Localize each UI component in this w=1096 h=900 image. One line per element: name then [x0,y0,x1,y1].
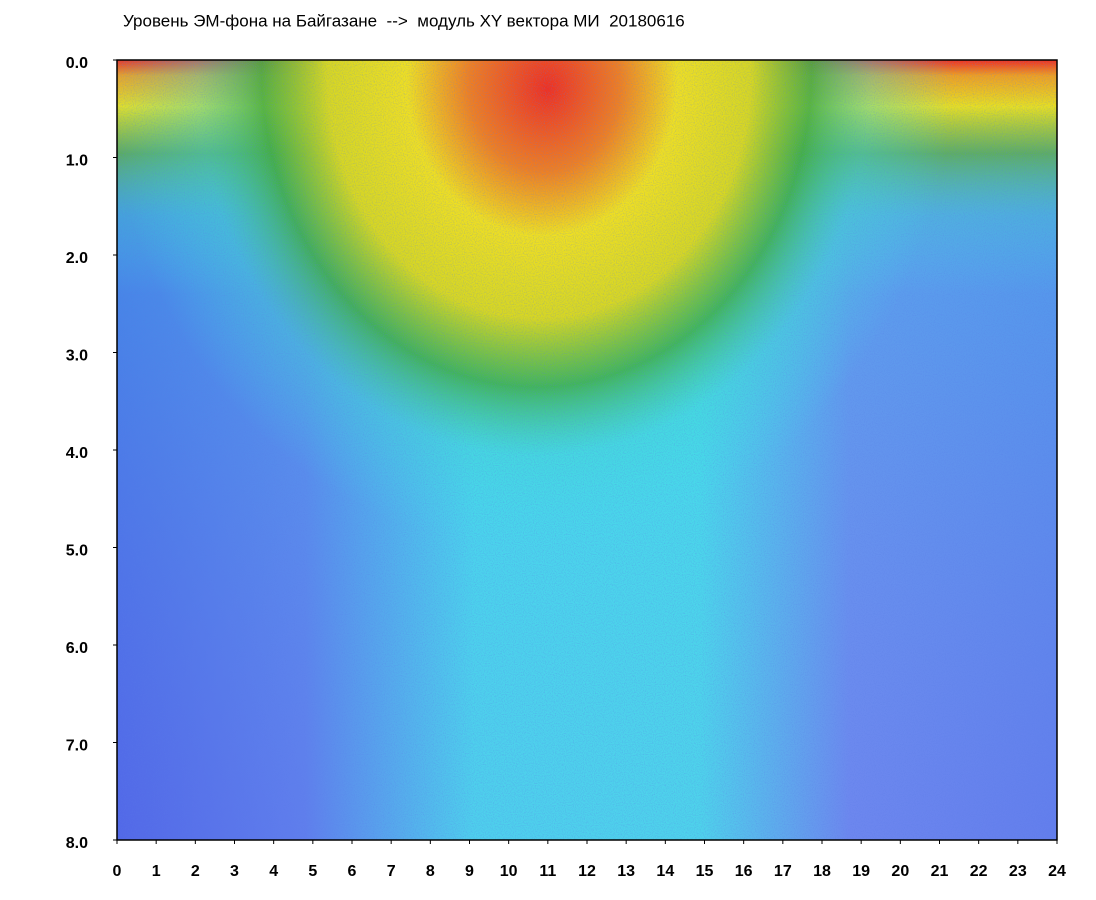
y-tick-label: 4.0 [66,445,88,462]
x-tick-label: 14 [656,863,674,880]
y-tick-label: 3.0 [66,348,88,365]
x-tick-label: 6 [348,863,357,880]
x-tick-label: 15 [696,863,714,880]
y-tick-label: 0.0 [66,55,88,72]
x-tick-label: 23 [1009,863,1027,880]
y-tick-label: 7.0 [66,738,88,755]
x-tick-label: 24 [1048,863,1066,880]
x-tick-label: 19 [852,863,870,880]
x-tick-label: 4 [269,863,278,880]
x-tick-label: 2 [191,863,200,880]
y-tick-label: 8.0 [66,835,88,852]
x-tick-label: 5 [308,863,317,880]
x-tick-label: 13 [617,863,635,880]
x-tick-label: 16 [735,863,753,880]
x-tick-label: 17 [774,863,792,880]
x-tick-label: 11 [539,863,556,880]
x-tick-label: 22 [970,863,988,880]
x-tick-label: 9 [465,863,474,880]
x-tick-label: 3 [230,863,239,880]
y-tick-label: 5.0 [66,543,88,560]
x-tick-label: 21 [931,863,949,880]
x-tick-label: 10 [500,863,518,880]
y-tick-label: 6.0 [66,640,88,657]
x-tick-label: 8 [426,863,435,880]
x-tick-label: 18 [813,863,831,880]
x-tick-label: 20 [891,863,909,880]
x-tick-label: 7 [387,863,396,880]
x-tick-label: 12 [578,863,596,880]
x-tick-label: 0 [113,863,122,880]
x-tick-label: 1 [152,863,161,880]
y-tick-label: 1.0 [66,153,88,170]
heatmap-field [117,60,1057,840]
y-tick-label: 2.0 [66,250,88,267]
chart-title: Уровень ЭМ-фона на Байгазане --> модуль … [123,11,685,30]
axes: 0.01.02.03.04.05.06.07.08.00 1 2 3 4 5 6 7 8 9 10 1… [66,55,1066,880]
